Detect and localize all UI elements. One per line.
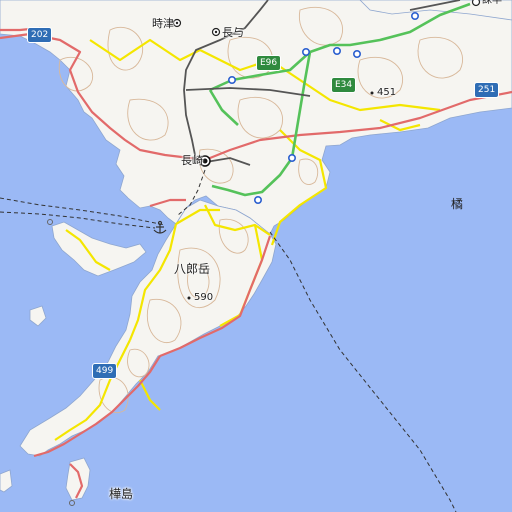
expressway-shield-e34: E34	[331, 77, 357, 93]
place-label-tachibana: 橘	[451, 197, 464, 211]
shrine-icon	[47, 219, 75, 506]
interchange-marker	[228, 76, 237, 85]
railway-lines	[183, 0, 461, 166]
interchange-marker	[410, 12, 419, 21]
interchange-marker	[352, 49, 361, 58]
route-shield-499: 499	[92, 363, 118, 379]
expressway-routes	[208, 2, 471, 197]
island-small	[29, 305, 47, 327]
route-shield-251: 251	[474, 82, 500, 98]
expressway-interchanges	[228, 12, 419, 205]
city-markers	[172, 0, 481, 167]
place-label-hachiro: 八郎岳	[174, 262, 211, 276]
route-shield-202: 202	[27, 27, 53, 43]
place-label-tokitsu: 時津	[152, 17, 174, 30]
peak-markers	[187, 91, 374, 300]
interchange-marker	[254, 196, 263, 205]
peak-dot	[187, 296, 191, 300]
interchange-marker	[301, 47, 310, 56]
national-roads	[0, 26, 512, 499]
peak-elevation-label: 590	[194, 292, 214, 303]
place-label-nagayo: 長与	[222, 26, 244, 39]
peak-elevation-label: 451	[377, 87, 397, 98]
expressway-shield-e96: E96	[256, 55, 282, 71]
island-kabashima	[65, 457, 91, 501]
anchor-icon	[153, 220, 167, 234]
peak-dot	[370, 91, 374, 95]
place-label-kabashima: 樺島	[109, 487, 134, 501]
interchange-marker	[332, 46, 341, 55]
place-label-isahaya: 諫早	[482, 0, 502, 6]
town-marker-isahaya	[471, 0, 481, 7]
ferry-routes	[0, 169, 457, 512]
interchange-marker	[287, 154, 296, 163]
island-tip	[0, 469, 13, 493]
place-label-nagasaki: 長崎	[181, 154, 203, 167]
